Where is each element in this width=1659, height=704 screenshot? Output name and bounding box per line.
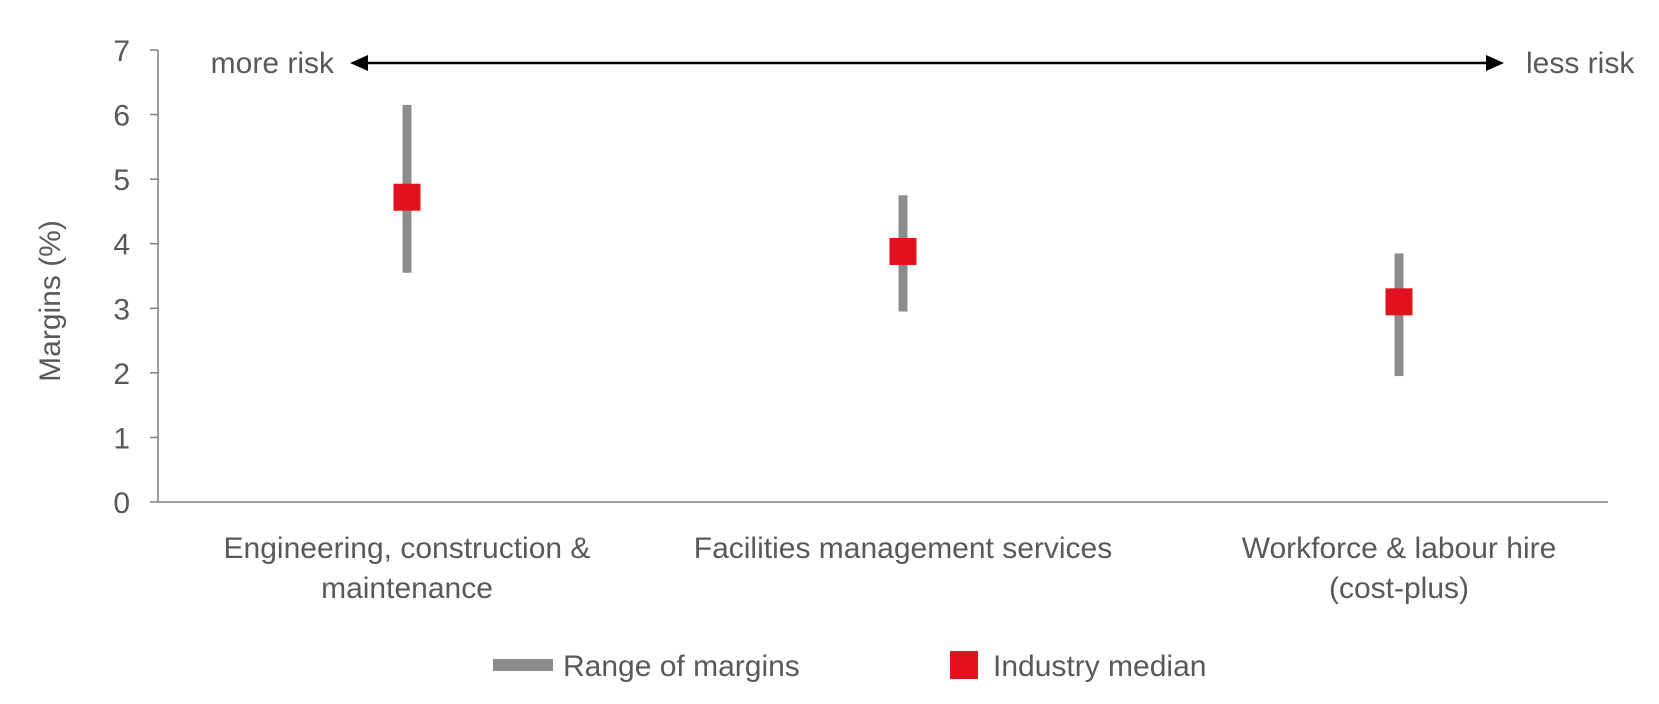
risk-arrow-head-left [350, 55, 368, 71]
y-tick-label: 6 [113, 100, 130, 133]
y-tick-label: 0 [113, 487, 130, 520]
x-category-label-line: (cost-plus) [1329, 572, 1469, 605]
median-marker [393, 183, 421, 211]
y-tick-label: 3 [113, 293, 130, 326]
risk-arrow-head-right [1486, 55, 1504, 71]
y-axis-title: Margins (%) [34, 220, 67, 382]
chart-marks [393, 104, 1413, 377]
axes: 0 1 2 3 4 5 6 7 Margins (%) Engineering, construc… [34, 35, 1608, 605]
x-category-label-line: Workforce & labour hire [1242, 532, 1557, 565]
x-category-label-line: Engineering, construction & [224, 532, 591, 565]
y-tick-label: 5 [113, 164, 130, 197]
y-tick-label: 7 [113, 35, 130, 68]
legend-label-median: Industry median [993, 650, 1206, 683]
x-category-label-line: maintenance [321, 572, 493, 605]
risk-label-right: less risk [1526, 47, 1635, 80]
x-category-label-line: Facilities management services [694, 532, 1113, 565]
risk-label-left: more risk [211, 47, 335, 80]
median-marker [1385, 288, 1413, 316]
risk-annotation: more risk less risk [211, 47, 1636, 80]
x-category-label: Facilities management services [694, 532, 1113, 565]
y-tick-label: 4 [113, 229, 130, 262]
x-category-label: Workforce & labour hire (cost-plus) [1242, 532, 1557, 605]
legend-label-range: Range of margins [563, 650, 800, 683]
y-tick-label: 2 [113, 358, 130, 391]
legend-swatch-median [950, 651, 978, 679]
y-tick-label: 1 [113, 422, 130, 455]
legend-swatch-range [493, 659, 553, 671]
x-category-label: Engineering, construction & maintenance [224, 532, 591, 605]
median-marker [889, 237, 917, 265]
legend: Range of margins Industry median [493, 650, 1206, 683]
